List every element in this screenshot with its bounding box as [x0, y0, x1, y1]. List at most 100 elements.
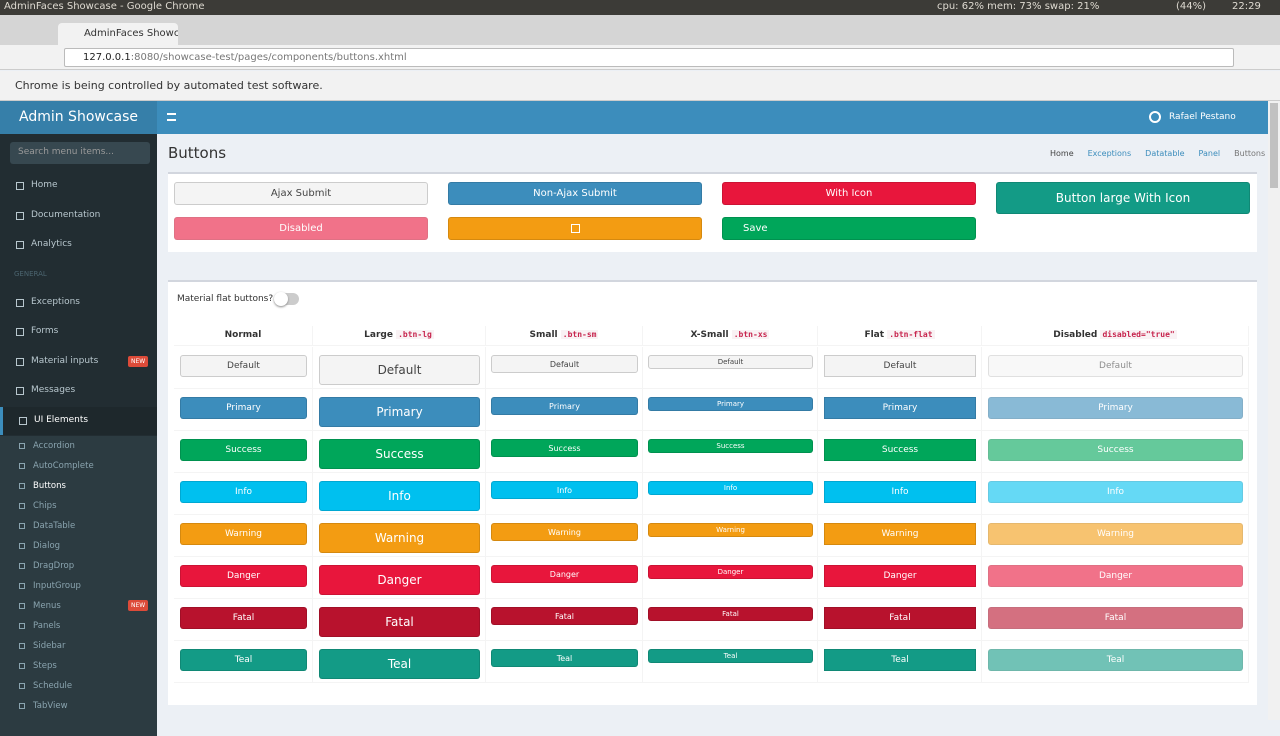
button[interactable]: Default	[319, 355, 480, 385]
brand[interactable]: Admin Showcase	[0, 101, 157, 134]
submenu-item[interactable]: Buttons	[0, 476, 157, 496]
button[interactable]: Info	[180, 481, 307, 503]
button[interactable]: Info	[319, 481, 480, 511]
header-label: X-Small	[690, 330, 729, 340]
submenu-item[interactable]: DragDrop	[0, 556, 157, 576]
icon-button[interactable]	[448, 217, 702, 240]
column-header: Large .btn-lg	[313, 326, 486, 346]
button[interactable]: Warning	[824, 523, 976, 545]
os-bar: AdminFaces Showcase - Google Chrome cpu:…	[0, 0, 1280, 15]
button-disabled: Disabled	[174, 217, 428, 240]
button[interactable]: Info	[491, 481, 638, 499]
search-input[interactable]: Search menu items...	[10, 142, 150, 164]
button[interactable]: Warning	[491, 523, 638, 541]
toggle[interactable]	[274, 292, 299, 306]
address-bar[interactable]: 127.0.0.1:8080/showcase-test/pages/compo…	[64, 48, 1234, 67]
user-icon	[1149, 111, 1161, 123]
cell	[486, 473, 643, 515]
submenu-label: TabView	[33, 701, 68, 711]
button[interactable]: Success	[491, 439, 638, 457]
menu-item[interactable]: Messages	[0, 377, 157, 405]
submenu-item[interactable]: Sidebar	[0, 636, 157, 656]
split-button[interactable]: Save	[722, 217, 976, 240]
browser-tab[interactable]: AdminFaces Showcase	[58, 23, 178, 45]
cell	[486, 599, 643, 641]
button[interactable]: Default	[491, 355, 638, 373]
header-label: Small	[529, 330, 558, 340]
button[interactable]: Primary	[319, 397, 480, 427]
submenu-item[interactable]: Accordion	[0, 436, 157, 456]
cell	[486, 389, 643, 431]
menu-item[interactable]: Exceptions	[0, 289, 157, 317]
button[interactable]: With Icon	[722, 182, 976, 205]
button-disabled: Warning	[988, 523, 1243, 545]
button[interactable]: Teal	[648, 649, 813, 663]
cell	[643, 347, 818, 389]
user-name[interactable]: Rafael Pestano	[1169, 112, 1236, 122]
button[interactable]: Ajax Submit	[174, 182, 428, 205]
submenu-label: DragDrop	[33, 561, 75, 571]
submenu-item[interactable]: Steps	[0, 656, 157, 676]
button[interactable]: Default	[180, 355, 307, 377]
button[interactable]: Teal	[319, 649, 480, 679]
submenu-item[interactable]: InputGroup	[0, 576, 157, 596]
menu-toggle[interactable]	[167, 113, 176, 121]
menu-label: Documentation	[31, 209, 101, 220]
button[interactable]: Success	[648, 439, 813, 453]
button[interactable]: Primary	[648, 397, 813, 411]
button[interactable]: Default	[824, 355, 976, 377]
submenu-item[interactable]: AutoComplete	[0, 456, 157, 476]
button[interactable]: Primary	[491, 397, 638, 415]
search-placeholder: Search menu items...	[18, 147, 114, 157]
button[interactable]: Warning	[319, 523, 480, 553]
button[interactable]: Danger	[648, 565, 813, 579]
menu-item[interactable]: Home	[0, 172, 157, 200]
submenu-item[interactable]: Menus NEW	[0, 596, 157, 616]
button[interactable]: Success	[180, 439, 307, 461]
submenu-icon	[19, 683, 25, 689]
menu-item[interactable]: Forms	[0, 318, 157, 346]
button[interactable]: Teal	[824, 649, 976, 671]
button[interactable]: Primary	[180, 397, 307, 419]
button[interactable]: Fatal	[824, 607, 976, 629]
breadcrumb-item[interactable]: Home	[1050, 149, 1074, 158]
button[interactable]: Teal	[491, 649, 638, 667]
submenu-item[interactable]: Schedule	[0, 676, 157, 696]
button[interactable]: Fatal	[180, 607, 307, 629]
badge: NEW	[128, 600, 149, 611]
submenu-item[interactable]: Panels	[0, 616, 157, 636]
button[interactable]: Danger	[319, 565, 480, 595]
button[interactable]: Non-Ajax Submit	[448, 182, 702, 205]
submenu-item[interactable]: DataTable	[0, 516, 157, 536]
button[interactable]: Success	[824, 439, 976, 461]
button[interactable]: Default	[648, 355, 813, 369]
button[interactable]: Info	[824, 481, 976, 503]
submenu-item[interactable]: Chips	[0, 496, 157, 516]
button[interactable]: Fatal	[491, 607, 638, 625]
cell	[313, 641, 486, 683]
button[interactable]: Danger	[180, 565, 307, 587]
button[interactable]: Danger	[491, 565, 638, 583]
button[interactable]: Warning	[648, 523, 813, 537]
menu-item[interactable]: Analytics	[0, 231, 157, 259]
breadcrumb-item[interactable]: Datatable	[1145, 149, 1185, 158]
button-large[interactable]: Button large With Icon	[996, 182, 1250, 214]
menu-item[interactable]: UI Elements	[0, 406, 157, 435]
button[interactable]: Primary	[824, 397, 976, 419]
button[interactable]: Info	[648, 481, 813, 495]
menu-item[interactable]: Material inputs NEW	[0, 348, 157, 376]
button[interactable]: Teal	[180, 649, 307, 671]
button[interactable]: Warning	[180, 523, 307, 545]
button[interactable]: Fatal	[319, 607, 480, 637]
breadcrumb-item[interactable]: Panel	[1198, 149, 1221, 158]
submenu-item[interactable]: Dialog	[0, 536, 157, 556]
button[interactable]: Success	[319, 439, 480, 469]
menu-item[interactable]: Documentation	[0, 202, 157, 230]
submenu-item[interactable]: TabView	[0, 696, 157, 716]
button[interactable]: Danger	[824, 565, 976, 587]
breadcrumb-item[interactable]: Exceptions	[1087, 149, 1132, 158]
button-disabled: Default	[988, 355, 1243, 377]
button[interactable]: Fatal	[648, 607, 813, 621]
submenu-icon	[19, 563, 25, 569]
menu-section: GENERAL	[14, 269, 47, 278]
